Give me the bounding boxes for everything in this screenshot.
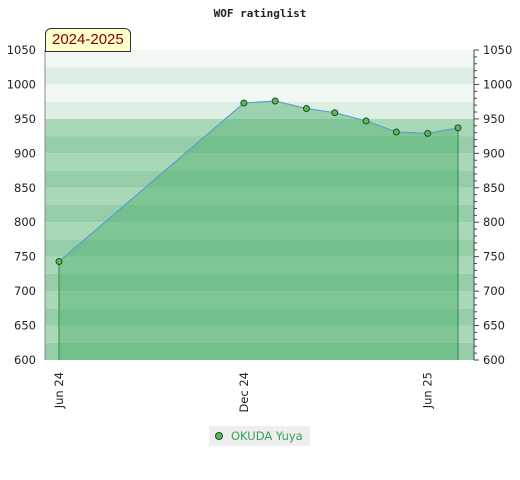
background-band (45, 205, 474, 223)
y-tick-label-left: 850 (14, 181, 36, 195)
y-tick-label-right: 850 (483, 181, 505, 195)
background-band (45, 50, 474, 68)
y-tick-label-left: 950 (14, 112, 36, 126)
background-band (45, 325, 474, 343)
y-tick-label-left: 650 (14, 319, 36, 333)
y-tick-label-right: 800 (483, 215, 505, 229)
background-band (45, 273, 474, 292)
y-tick-label-right: 1050 (483, 43, 512, 57)
background-band (45, 308, 474, 326)
y-tick-label-left: 1000 (7, 77, 36, 91)
x-tick-label: Dec 24 (237, 372, 251, 413)
y-tick-label-left: 800 (14, 215, 36, 229)
rating-area-fill (59, 100, 458, 360)
background-band (45, 239, 474, 257)
x-tick-label: Jun 24 (52, 372, 66, 409)
data-point (331, 109, 339, 117)
legend-label: OKUDA Yuya (231, 429, 303, 443)
background-band (45, 153, 474, 171)
background-band (45, 136, 474, 154)
y-tick-label-left: 1050 (7, 43, 36, 57)
data-points (55, 97, 462, 265)
background-band (45, 84, 474, 102)
y-tick-label-right: 650 (483, 319, 505, 333)
chart-title: WOF ratinglist (214, 7, 307, 20)
x-axis: Jun 24 Dec 24 Jun 25 (52, 372, 435, 413)
background-band (45, 187, 474, 205)
data-point (424, 129, 432, 137)
data-point (392, 128, 400, 136)
y-tick-label-left: 900 (14, 146, 36, 160)
data-point (271, 97, 279, 105)
y-tick-label-right: 900 (483, 146, 505, 160)
y-tick-label-right: 600 (483, 353, 505, 367)
x-tick-label: Jun 25 (421, 372, 435, 409)
data-point (362, 117, 370, 125)
y-axis-left: 600 650 700 750 800 850 900 950 1000 1050 (7, 43, 46, 367)
background-band (45, 101, 474, 119)
season-label: 2024-2025 (45, 28, 131, 52)
background-band (45, 67, 474, 85)
background-band (45, 291, 474, 309)
background-band (45, 222, 474, 240)
y-tick-label-left: 700 (14, 284, 36, 298)
y-tick-label-right: 750 (483, 250, 505, 264)
data-point (55, 257, 63, 265)
data-point (454, 124, 462, 132)
background-band (45, 170, 474, 188)
y-tick-label-left: 600 (14, 353, 36, 367)
y-tick-label-right: 700 (483, 284, 505, 298)
y-axis-right: 600 650 700 750 800 850 900 950 1000 1050 (473, 43, 512, 367)
background-bands (45, 50, 474, 360)
y-tick-label-left: 750 (14, 250, 36, 264)
rating-area (58, 100, 459, 360)
legend[interactable]: OKUDA Yuya (209, 426, 310, 446)
data-point (240, 99, 248, 107)
legend-marker-icon (215, 432, 223, 440)
background-band (45, 256, 474, 274)
background-band (45, 342, 474, 360)
y-tick-label-right: 950 (483, 112, 505, 126)
data-point (302, 105, 310, 113)
y-tick-label-right: 1000 (483, 77, 512, 91)
